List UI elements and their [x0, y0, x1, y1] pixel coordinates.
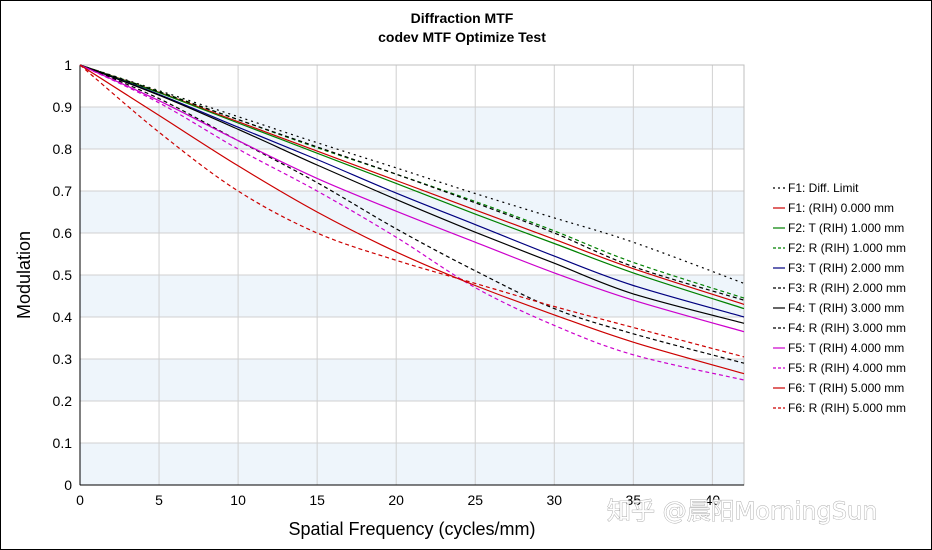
x-tick-label: 30	[546, 492, 562, 508]
tick-labels: 0 5 10 15 20 25 30 35 40 0 0.1 0.2 0.3 0.4 0.5 0.6 0.7 0.…	[53, 57, 721, 508]
x-tick-label: 25	[467, 492, 483, 508]
plot-band	[80, 359, 744, 401]
legend-label-12: F6: R (RIH) 5.000 mm	[788, 401, 906, 415]
y-tick-label: 0.6	[53, 225, 73, 241]
series-line-12	[79, 64, 745, 358]
legend-label-1: F1: Diff. Limit	[788, 181, 859, 195]
legend-label-8: F4: R (RIH) 3.000 mm	[788, 321, 906, 335]
series-line-9	[79, 64, 745, 333]
y-tick-label: 0.8	[53, 141, 73, 157]
series-line-7	[79, 64, 745, 324]
x-axis-label: Spatial Frequency (cycles/mm)	[288, 519, 535, 539]
axes	[79, 65, 744, 486]
y-tick-label: 0.4	[53, 309, 73, 325]
y-tick-label: 0.9	[53, 99, 73, 115]
x-tick-label: 35	[626, 492, 642, 508]
series-line-8	[79, 64, 745, 364]
plot-band	[80, 149, 744, 191]
legend: F1: Diff. Limit F1: (RIH) 0.000 mm F2: T (…	[773, 181, 906, 415]
y-tick-label: 0.3	[53, 351, 73, 367]
y-tick-label: 0.2	[53, 393, 73, 409]
legend-label-3: F2: T (RIH) 1.000 mm	[788, 221, 904, 235]
legend-label-9: F5: T (RIH) 4.000 mm	[788, 341, 904, 355]
legend-label-7: F4: T (RIH) 3.000 mm	[788, 301, 904, 315]
series-line-10	[79, 64, 745, 381]
plot-band	[80, 401, 744, 443]
legend-label-4: F2: R (RIH) 1.000 mm	[788, 241, 906, 255]
watermark: 知乎 @晨阳MorningSun	[607, 497, 877, 525]
chart-title: Diffraction MTF	[411, 10, 514, 26]
x-tick-label: 0	[76, 492, 84, 508]
series-line-6	[79, 64, 745, 301]
y-tick-label: 0.1	[53, 435, 73, 451]
x-tick-label: 15	[309, 492, 325, 508]
plot-band	[80, 317, 744, 359]
x-tick-label: 40	[705, 492, 721, 508]
plot-band	[80, 191, 744, 233]
plot-band	[80, 275, 744, 317]
series-line-3	[79, 64, 745, 310]
x-tick-label: 20	[388, 492, 404, 508]
x-tick-label: 10	[230, 492, 246, 508]
mtf-curves	[79, 64, 745, 381]
y-tick-label: 0	[64, 477, 72, 493]
y-tick-label: 1	[64, 57, 72, 73]
y-tick-label: 0.7	[53, 183, 73, 199]
legend-label-11: F6: T (RIH) 5.000 mm	[788, 381, 904, 395]
legend-label-6: F3: R (RIH) 2.000 mm	[788, 281, 906, 295]
series-line-11	[79, 64, 745, 375]
series-line-1	[79, 64, 745, 284]
legend-label-10: F5: R (RIH) 4.000 mm	[788, 361, 906, 375]
series-line-2	[79, 64, 745, 305]
series-line-5	[79, 64, 745, 318]
plot-band	[80, 233, 744, 275]
y-tick-label: 0.5	[53, 267, 73, 283]
series-line-4	[79, 64, 745, 299]
x-tick-label: 5	[155, 492, 163, 508]
y-axis-label: Modulation	[14, 231, 34, 319]
plot-band	[80, 443, 744, 485]
legend-label-5: F3: T (RIH) 2.000 mm	[788, 261, 904, 275]
legend-label-2: F1: (RIH) 0.000 mm	[788, 201, 894, 215]
chart-subtitle: codev MTF Optimize Test	[378, 29, 546, 45]
